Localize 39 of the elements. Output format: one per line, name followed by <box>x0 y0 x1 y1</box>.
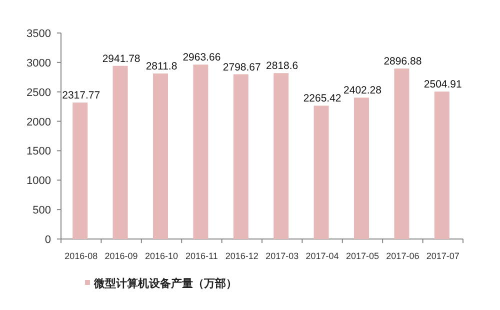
data-label: 2798.67 <box>222 61 262 74</box>
data-label: 2402.28 <box>344 84 382 97</box>
y-tick-label: 3000 <box>26 57 51 70</box>
y-tick-label: 0 <box>44 234 51 246</box>
x-tick-label: 2016-10 <box>144 251 178 261</box>
x-tick-label: 2017-05 <box>346 251 380 261</box>
bar <box>274 73 289 239</box>
data-label: 2317.77 <box>62 90 100 102</box>
x-tick-label: 2016-11 <box>186 251 218 261</box>
data-label: 2504.91 <box>424 78 462 91</box>
x-tick-label: 2017-04 <box>306 251 339 261</box>
x-tick-label: 2017-06 <box>386 251 420 261</box>
legend-label: 微型计算机设备产量（万部） <box>93 277 237 290</box>
x-tick-label: 2017-03 <box>266 251 299 261</box>
bar <box>112 66 128 239</box>
x-tick-label: 2016-08 <box>64 251 98 261</box>
x-tick-label: 2016-12 <box>225 251 258 261</box>
data-label: 2896.88 <box>384 56 422 68</box>
data-label: 2265.42 <box>303 92 342 105</box>
bar <box>394 68 410 239</box>
data-label: 2963.66 <box>182 52 221 64</box>
y-tick-label: 3500 <box>26 28 51 40</box>
bar <box>72 102 88 239</box>
bar <box>193 64 208 239</box>
y-tick-label: 2500 <box>26 86 51 99</box>
bar <box>434 92 450 239</box>
bar <box>314 106 329 239</box>
x-tick-label: 2017-07 <box>426 251 460 261</box>
bar <box>233 74 248 239</box>
x-tick-label: 2016-09 <box>104 251 138 261</box>
y-tick-label: 1000 <box>26 175 51 188</box>
data-label: 2818.6 <box>266 60 298 72</box>
y-tick-label: 1500 <box>26 146 51 158</box>
bar <box>153 74 168 239</box>
data-label: 2811.8 <box>146 60 178 73</box>
y-tick-label: 500 <box>32 204 51 217</box>
bar <box>354 98 369 239</box>
y-tick-label: 2000 <box>26 116 51 128</box>
data-label: 2941.78 <box>102 52 140 65</box>
